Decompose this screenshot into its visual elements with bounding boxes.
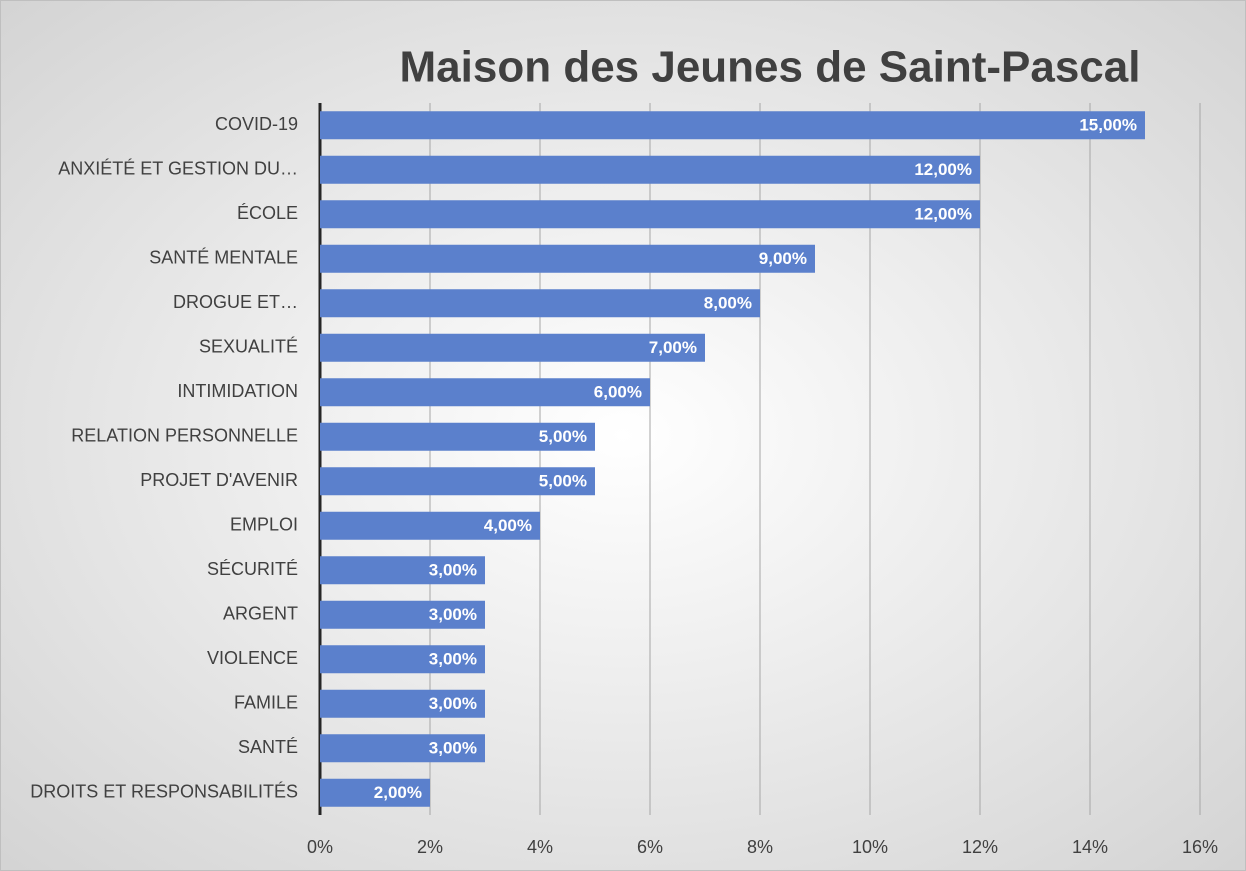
data-label: 3,00% (429, 739, 477, 758)
data-label: 7,00% (649, 338, 697, 357)
bar (320, 511, 540, 540)
data-label: 15,00% (1079, 116, 1137, 135)
x-tick-label: 2% (417, 837, 443, 857)
y-tick-label: ÉCOLE (237, 203, 298, 223)
x-tick-label: 14% (1072, 837, 1108, 857)
bar (320, 556, 485, 585)
y-tick-label: FAMILE (234, 693, 298, 713)
data-label: 3,00% (429, 694, 477, 713)
chart-title: Maison des Jeunes de Saint-Pascal (400, 43, 1141, 92)
bar (320, 645, 485, 674)
data-label: 5,00% (539, 427, 587, 446)
bar (320, 200, 980, 229)
y-tick-label: SEXUALITÉ (199, 337, 298, 357)
x-tick-label: 0% (307, 837, 333, 857)
y-tick-label: VIOLENCE (207, 648, 298, 668)
data-label: 3,00% (429, 605, 477, 624)
bar (320, 111, 1145, 140)
bar (320, 467, 595, 496)
x-tick-label: 16% (1182, 837, 1218, 857)
bar (320, 600, 485, 629)
y-tick-label: RELATION PERSONNELLE (71, 426, 298, 446)
x-tick-label: 4% (527, 837, 553, 857)
bar (320, 689, 485, 718)
data-label: 3,00% (429, 650, 477, 669)
data-label: 8,00% (704, 294, 752, 313)
bar (320, 244, 815, 273)
data-label: 12,00% (914, 205, 972, 224)
y-tick-label: ARGENT (223, 604, 298, 624)
bar (320, 734, 485, 763)
y-tick-label: DROGUE ET… (173, 292, 298, 312)
y-tick-label: COVID-19 (215, 114, 298, 134)
data-label: 4,00% (484, 516, 532, 535)
y-tick-label: SANTÉ MENTALE (149, 248, 298, 268)
y-tick-label: ANXIÉTÉ ET GESTION DU… (58, 159, 298, 179)
bar (320, 778, 430, 807)
bar (320, 422, 595, 451)
x-tick-label: 6% (637, 837, 663, 857)
data-label: 12,00% (914, 160, 972, 179)
data-label: 3,00% (429, 561, 477, 580)
y-tick-label: SÉCURITÉ (207, 559, 298, 579)
y-tick-label: EMPLOI (230, 515, 298, 535)
y-tick-label: PROJET D'AVENIR (140, 470, 298, 490)
x-tick-label: 8% (747, 837, 773, 857)
data-label: 2,00% (374, 783, 422, 802)
data-label: 9,00% (759, 249, 807, 268)
bar (320, 378, 650, 407)
bar (320, 289, 760, 318)
x-tick-label: 12% (962, 837, 998, 857)
y-tick-label: DROITS ET RESPONSABILITÉS (30, 782, 298, 802)
bar (320, 333, 705, 362)
data-label: 6,00% (594, 383, 642, 402)
bar (320, 155, 980, 184)
y-tick-label: SANTÉ (238, 737, 298, 757)
y-tick-label: INTIMIDATION (177, 381, 298, 401)
x-tick-label: 10% (852, 837, 888, 857)
data-label: 5,00% (539, 472, 587, 491)
